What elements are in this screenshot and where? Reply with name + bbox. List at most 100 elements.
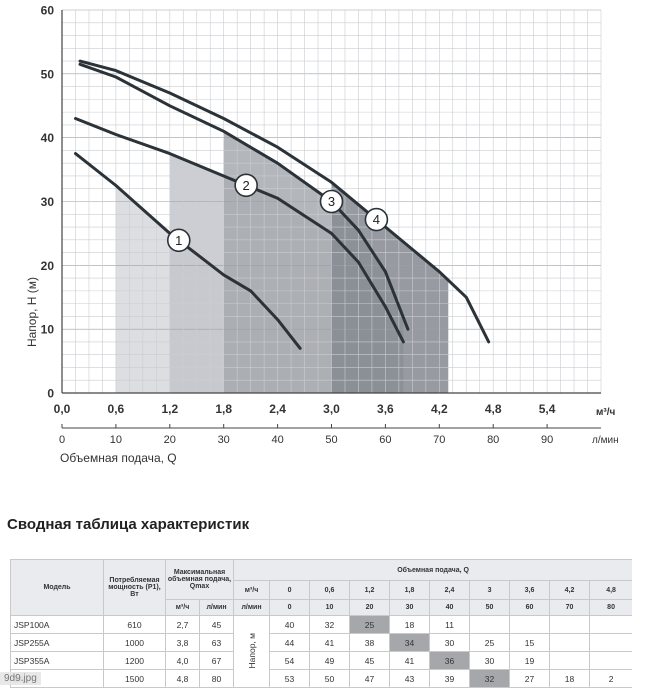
th-flow-m3: 3,6	[509, 580, 551, 600]
cell-head: 18	[549, 669, 591, 688]
cell-head: 11	[429, 615, 471, 634]
cell-model: JSP255A	[10, 633, 104, 652]
spec-table-wrap: Модель Потребляемая мощность (P1), Вт Ма…	[10, 559, 632, 689]
cell-head: 41	[309, 633, 351, 652]
series-line-3	[78, 62, 410, 331]
series-line-1	[74, 152, 302, 350]
x-tick-label: 3,6	[377, 402, 394, 416]
cell-qm3: 2,7	[165, 615, 200, 634]
head-label-cell: Напор, м	[233, 615, 271, 688]
cell-qm3: 3,8	[165, 633, 200, 652]
x-tick-label: 0,0	[54, 402, 71, 416]
x2-tick-label: 40	[271, 434, 283, 446]
th-flow-lmin: 60	[509, 599, 551, 616]
th-flow-m3: 0,6	[309, 580, 351, 600]
cell-head	[549, 615, 591, 634]
cell-head: 25	[469, 633, 511, 652]
cell-power: 1500	[103, 669, 166, 688]
image-filename-badge: 9d9.jpg	[0, 672, 41, 685]
cell-head: 53	[269, 669, 311, 688]
series-marker-4: 4	[364, 207, 389, 232]
cell-head	[589, 615, 632, 634]
x2-axis-label: Объемная подача, Q	[60, 451, 177, 465]
x2-tick-label: 50	[325, 434, 337, 446]
th-qmax-unit-m3: м³/ч	[165, 599, 200, 616]
th-unit-lmin: л/мин	[233, 599, 271, 616]
cell-head	[589, 651, 632, 670]
series-marker-label: 2	[243, 178, 250, 193]
x-tick-label: 1,2	[161, 402, 178, 416]
chart-grid	[61, 9, 602, 394]
th-flow-m3: 0	[269, 580, 311, 600]
series-marker-label: 3	[328, 194, 335, 209]
cell-head: 15	[509, 633, 551, 652]
operating-range-4	[331, 182, 449, 393]
cell-head: 45	[349, 651, 391, 670]
series-marker-1: 1	[166, 228, 191, 253]
head-label: Напор, м	[246, 632, 257, 669]
cell-head: 36	[429, 651, 471, 670]
cell-qlmin: 45	[198, 615, 235, 634]
cell-head: 18	[389, 615, 431, 634]
th-flow-m3: 4,8	[589, 580, 632, 600]
operating-ranges	[115, 131, 449, 394]
y-tick-label: 30	[41, 195, 55, 209]
th-flow-lmin: 0	[269, 599, 311, 616]
x2-tick-label: 60	[379, 434, 391, 446]
cell-head: 2	[589, 669, 632, 688]
cell-power: 1000	[103, 633, 166, 652]
th-flow-lmin: 80	[589, 599, 632, 616]
th-flow: Объемная подача, Q	[233, 559, 632, 581]
x-tick-label: 3,0	[323, 402, 340, 416]
th-flow-lmin: 70	[549, 599, 591, 616]
x-tick-label: 5,4	[539, 402, 556, 416]
th-qmax-unit-lmin: л/мин	[198, 599, 235, 616]
pump-curve-chart: 1 2 3 4 0 10 20 30 40 50 60 0,0 0,6 1,2 1,8 2,4 3,0 3,6 4…	[25, 4, 619, 466]
th-flow-m3: 3	[469, 580, 511, 600]
cell-qlmin: 80	[198, 669, 235, 688]
cell-qlmin: 67	[198, 651, 235, 670]
cell-head: 30	[469, 651, 511, 670]
x-tick-label: 2,4	[269, 402, 286, 416]
cell-head: 34	[389, 633, 431, 652]
y-axis-label: Напор, Н (м)	[25, 277, 39, 347]
cell-power: 610	[103, 615, 166, 634]
th-flow-lmin: 10	[309, 599, 351, 616]
y-tick-label: 50	[41, 67, 55, 81]
y-tick-label: 60	[41, 4, 55, 18]
cell-head: 43	[389, 669, 431, 688]
y-tick-label: 20	[41, 259, 55, 273]
section-title: Сводная таблица характеристик	[7, 516, 250, 533]
cell-power: 1200	[103, 651, 166, 670]
cell-qlmin: 63	[198, 633, 235, 652]
cell-head	[589, 633, 632, 652]
x2-tick-label: 0	[59, 434, 65, 446]
table-row: JSP100A 610 2,7 45 Напор, м 40 32 25 18 11	[10, 615, 632, 688]
cell-head	[549, 651, 591, 670]
cell-head: 44	[269, 633, 311, 652]
series-line-2	[74, 117, 405, 344]
cell-head: 39	[429, 669, 471, 688]
x2-tick-label: 80	[487, 434, 499, 446]
x-tick-label: 4,2	[431, 402, 448, 416]
y-tick-label: 40	[41, 131, 55, 145]
cell-head: 40	[269, 615, 311, 634]
th-flow-lmin: 50	[469, 599, 511, 616]
th-flow-lmin: 20	[349, 599, 391, 616]
x2-tick-label: 20	[164, 434, 176, 446]
cell-head	[509, 615, 551, 634]
x2-tick-label: 70	[433, 434, 445, 446]
cell-head: 32	[309, 615, 351, 634]
cell-head	[549, 633, 591, 652]
cell-head: 47	[349, 669, 391, 688]
table-row: JSP355A 1200 4,0 67 54 49 45 41 36 30 19	[10, 651, 632, 670]
th-model: Модель	[10, 559, 104, 616]
spec-table: Модель Потребляемая мощность (P1), Вт Ма…	[10, 559, 632, 688]
x2-tick-label: 90	[541, 434, 553, 446]
x-unit-label: м³/ч	[596, 407, 616, 418]
chart-labels: Напор, Н (м) м³/ч л/мин Объемная подача,…	[25, 277, 619, 465]
y-tick-label: 0	[47, 387, 54, 401]
cell-qm3: 4,8	[165, 669, 200, 688]
th-flow-m3: 2,4	[429, 580, 471, 600]
